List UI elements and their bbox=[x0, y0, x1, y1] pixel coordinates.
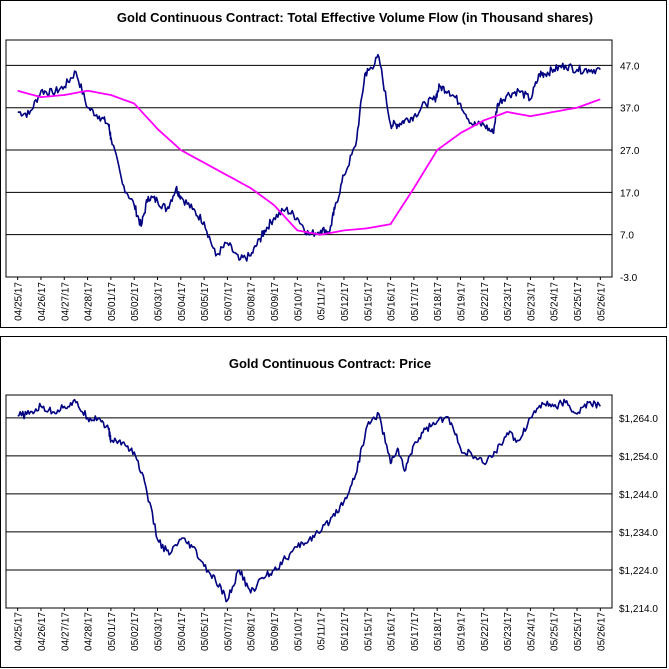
x-tick-label: 05/12/17 bbox=[340, 612, 351, 651]
x-tick-label: 04/27/17 bbox=[60, 612, 71, 651]
x-tick-label: 05/19/17 bbox=[457, 282, 468, 321]
x-tick-label: 05/15/17 bbox=[363, 282, 374, 321]
x-tick-label: 05/25/17 bbox=[550, 612, 561, 651]
x-tick-label: 05/18/17 bbox=[433, 612, 444, 651]
x-tick-label: 05/09/17 bbox=[270, 612, 281, 651]
x-tick-label: 04/26/17 bbox=[37, 612, 48, 651]
price-panel: Gold Continuous Contract: Price $1,264.0… bbox=[0, 336, 667, 668]
x-tick-label: 05/10/17 bbox=[293, 282, 304, 321]
y-tick-label: 47.0 bbox=[620, 61, 640, 72]
x-tick-label: 05/19/17 bbox=[457, 612, 468, 651]
y-tick-label: $1,224.0 bbox=[619, 566, 658, 577]
x-tick-label: 05/09/17 bbox=[270, 282, 281, 321]
x-tick-label: 04/25/17 bbox=[14, 612, 25, 651]
x-tick-label: 05/08/17 bbox=[247, 282, 258, 321]
y-tick-label: $1,214.0 bbox=[619, 604, 658, 615]
y-tick-label: 7.0 bbox=[620, 231, 634, 242]
x-tick-label: 04/25/17 bbox=[14, 282, 25, 321]
x-tick-label: 05/16/17 bbox=[387, 282, 398, 321]
x-tick-label: 05/11/17 bbox=[317, 612, 328, 651]
y-tick-label: 27.0 bbox=[620, 146, 640, 157]
x-tick-label: 05/01/17 bbox=[107, 282, 118, 321]
x-tick-label: 04/26/17 bbox=[37, 282, 48, 321]
x-tick-label: 05/23/17 bbox=[503, 612, 514, 651]
y-tick-label: $1,244.0 bbox=[619, 490, 658, 501]
price-plot-area bbox=[5, 394, 613, 609]
x-tick-label: 04/27/17 bbox=[60, 282, 71, 321]
x-tick-label: 04/28/17 bbox=[84, 612, 95, 651]
volume-flow-chart-title: Gold Continuous Contract: Total Effectiv… bbox=[117, 10, 593, 25]
x-tick-label: 05/16/17 bbox=[387, 612, 398, 651]
price-chart-title: Gold Continuous Contract: Price bbox=[229, 356, 431, 371]
x-tick-label: 05/05/17 bbox=[200, 612, 211, 651]
x-tick-label: 05/05/17 bbox=[200, 282, 211, 321]
x-tick-label: 05/07/17 bbox=[223, 612, 234, 651]
y-tick-label: 17.0 bbox=[620, 188, 640, 199]
x-tick-label: 05/10/17 bbox=[293, 612, 304, 651]
x-tick-label: 05/07/17 bbox=[223, 282, 234, 321]
x-tick-label: 05/24/17 bbox=[526, 612, 537, 651]
moving-average-series-line bbox=[17, 89, 601, 236]
volume-flow-plot-area bbox=[5, 39, 613, 278]
x-tick-label: 05/26/17 bbox=[596, 612, 607, 651]
x-tick-label: 05/23/17 bbox=[526, 282, 537, 321]
y-tick-label: $1,264.0 bbox=[619, 414, 658, 425]
x-tick-label: 05/25/17 bbox=[573, 282, 584, 321]
x-tick-label: 05/17/17 bbox=[410, 612, 421, 651]
y-tick-label: $1,234.0 bbox=[619, 528, 658, 539]
x-tick-label: 05/26/17 bbox=[596, 282, 607, 321]
x-tick-label: 05/03/17 bbox=[154, 282, 165, 321]
y-tick-label: 37.0 bbox=[620, 104, 640, 115]
x-tick-label: 04/28/17 bbox=[84, 282, 95, 321]
x-tick-label: 05/12/17 bbox=[340, 282, 351, 321]
x-tick-label: 05/15/17 bbox=[363, 612, 374, 651]
y-tick-label: -3.0 bbox=[620, 273, 638, 284]
x-tick-label: 05/04/17 bbox=[177, 282, 188, 321]
x-tick-label: 05/25/17 bbox=[573, 612, 584, 651]
x-tick-label: 05/01/17 bbox=[107, 612, 118, 651]
x-tick-label: 05/24/17 bbox=[550, 282, 561, 321]
x-tick-label: 05/11/17 bbox=[317, 282, 328, 321]
y-tick-label: $1,254.0 bbox=[619, 452, 658, 463]
x-tick-label: 05/23/17 bbox=[503, 282, 514, 321]
x-tick-label: 05/08/17 bbox=[247, 612, 258, 651]
x-tick-label: 05/22/17 bbox=[480, 282, 491, 321]
x-tick-label: 05/22/17 bbox=[480, 612, 491, 651]
price-series-line bbox=[17, 398, 601, 603]
x-tick-label: 05/02/17 bbox=[130, 282, 141, 321]
x-tick-label: 05/04/17 bbox=[177, 612, 188, 651]
volume-flow-series-line bbox=[17, 53, 601, 262]
volume-flow-panel: Gold Continuous Contract: Total Effectiv… bbox=[0, 0, 667, 328]
x-tick-label: 05/17/17 bbox=[410, 282, 421, 321]
x-tick-label: 05/18/17 bbox=[433, 282, 444, 321]
x-tick-label: 05/02/17 bbox=[130, 612, 141, 651]
x-tick-label: 05/03/17 bbox=[154, 612, 165, 651]
